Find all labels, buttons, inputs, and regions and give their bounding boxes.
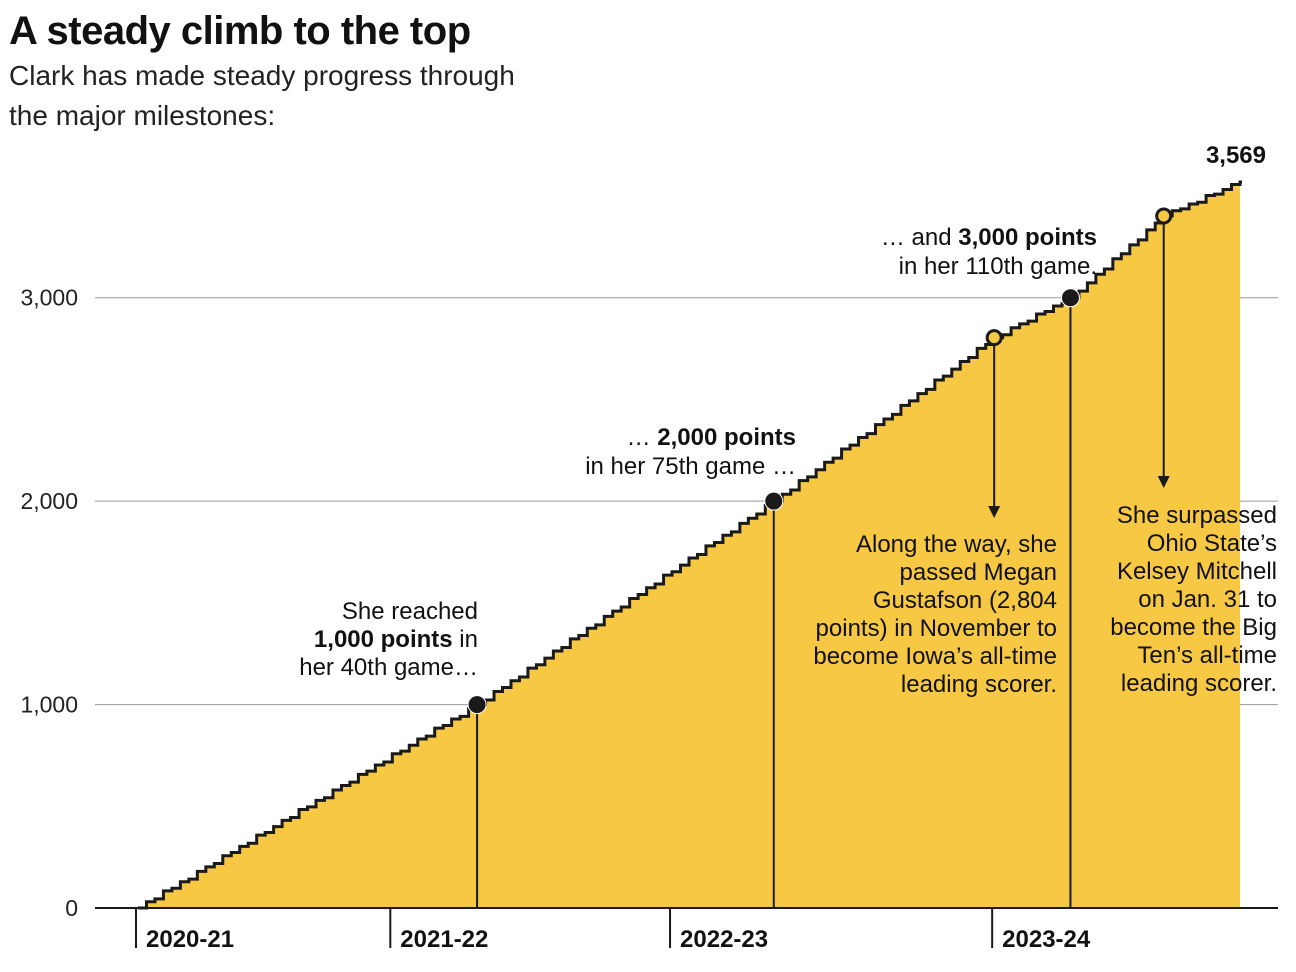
- y-tick-label: 0: [65, 895, 78, 921]
- annotation-line: become Iowa’s all-time: [813, 643, 1057, 670]
- annotation-text: Kelsey Mitchell: [1117, 558, 1277, 585]
- annotation-line: … 2,000 points: [627, 424, 796, 451]
- annotation-line: Along the way, she: [856, 531, 1057, 558]
- chart-title: A steady climb to the top: [9, 9, 471, 53]
- milestone-markers: [467, 207, 1173, 715]
- annotation-line: become the Big: [1110, 614, 1277, 641]
- annotation-line: points) in November to: [816, 615, 1057, 642]
- milestone-marker: [1060, 288, 1080, 308]
- arrow-head: [988, 506, 1001, 518]
- cumulative-points-area: [138, 182, 1240, 908]
- milestone-marker: [467, 695, 487, 715]
- annotation-line: in her 75th game …: [585, 453, 796, 480]
- annotation-text: leading scorer.: [1121, 670, 1277, 697]
- record-marker: [985, 329, 1003, 347]
- annotation-line: She surpassed: [1117, 502, 1277, 529]
- season-label: 2023-24: [1002, 926, 1091, 953]
- annotation-text: become Iowa’s all-time: [813, 643, 1057, 670]
- milestone-marker: [764, 491, 784, 511]
- annotation-text: passed Megan: [900, 559, 1057, 586]
- annotation-text: She reached: [342, 598, 478, 625]
- season-label: 2020-21: [146, 926, 234, 953]
- annotation-leaders: [476, 223, 1170, 908]
- annotation-emphasis: 2,000 points: [657, 424, 796, 451]
- annotation-line: Ten’s all-time: [1137, 642, 1277, 669]
- annotation-line: leading scorer.: [901, 671, 1057, 698]
- annotation-line: Gustafson (2,804: [873, 587, 1057, 614]
- annotation-text: Along the way, she: [856, 531, 1057, 558]
- y-tick-label: 2,000: [20, 488, 78, 514]
- annotation-text: in her 110th game.: [899, 253, 1097, 280]
- x-axis: 2020-21 2021-22 2022-23 2023-24: [95, 907, 1278, 953]
- final-total-label: 3,569: [1206, 142, 1266, 169]
- season-label: 2022-23: [680, 926, 768, 953]
- arrow-head: [1157, 476, 1170, 488]
- record-marker: [1155, 207, 1173, 225]
- annotation-text: She surpassed: [1117, 502, 1277, 529]
- annotation-text: Ten’s all-time: [1137, 642, 1277, 669]
- subtitle-line: the major milestones:: [9, 100, 276, 131]
- annotation-text: in her 75th game …: [585, 453, 796, 480]
- y-tick-label: 1,000: [20, 692, 78, 718]
- y-axis: 0 1,000 2,000 3,000: [20, 285, 78, 921]
- annotation-line: leading scorer.: [1121, 670, 1277, 697]
- cumulative-points-step-line: [138, 180, 1242, 910]
- annotation-text: on Jan. 31 to: [1138, 586, 1277, 613]
- annotation-line: in her 110th game.: [899, 253, 1097, 280]
- annotation-text: leading scorer.: [901, 671, 1057, 698]
- annotation-line: her 40th game…: [299, 654, 478, 681]
- annotation-text: … and: [881, 224, 958, 251]
- annotation-line: 1,000 points in: [314, 626, 478, 653]
- annotation-text: Ohio State’s: [1147, 530, 1277, 557]
- annotation-text: her 40th game…: [299, 654, 478, 681]
- subtitle-line: Clark has made steady progress through: [9, 60, 515, 91]
- annotation-line: passed Megan: [900, 559, 1057, 586]
- annotation-line: Kelsey Mitchell: [1117, 558, 1277, 585]
- annotation-emphasis: 1,000 points: [314, 626, 453, 653]
- annotation-text: in: [453, 626, 478, 653]
- y-tick-label: 3,000: [20, 285, 78, 311]
- chart-subtitle: Clark has made steady progress through t…: [9, 56, 609, 136]
- annotation-line: Ohio State’s: [1147, 530, 1277, 557]
- annotation-text: …: [627, 424, 658, 451]
- annotation-line: … and 3,000 points: [881, 224, 1097, 251]
- annotation-text: become the Big: [1110, 614, 1277, 641]
- annotation-text: Gustafson (2,804: [873, 587, 1057, 614]
- annotation-text: points) in November to: [816, 615, 1057, 642]
- annotation-line: She reached: [342, 598, 478, 625]
- annotation-line: on Jan. 31 to: [1138, 586, 1277, 613]
- annotation-emphasis: 3,000 points: [958, 224, 1097, 251]
- season-label: 2021-22: [400, 926, 488, 953]
